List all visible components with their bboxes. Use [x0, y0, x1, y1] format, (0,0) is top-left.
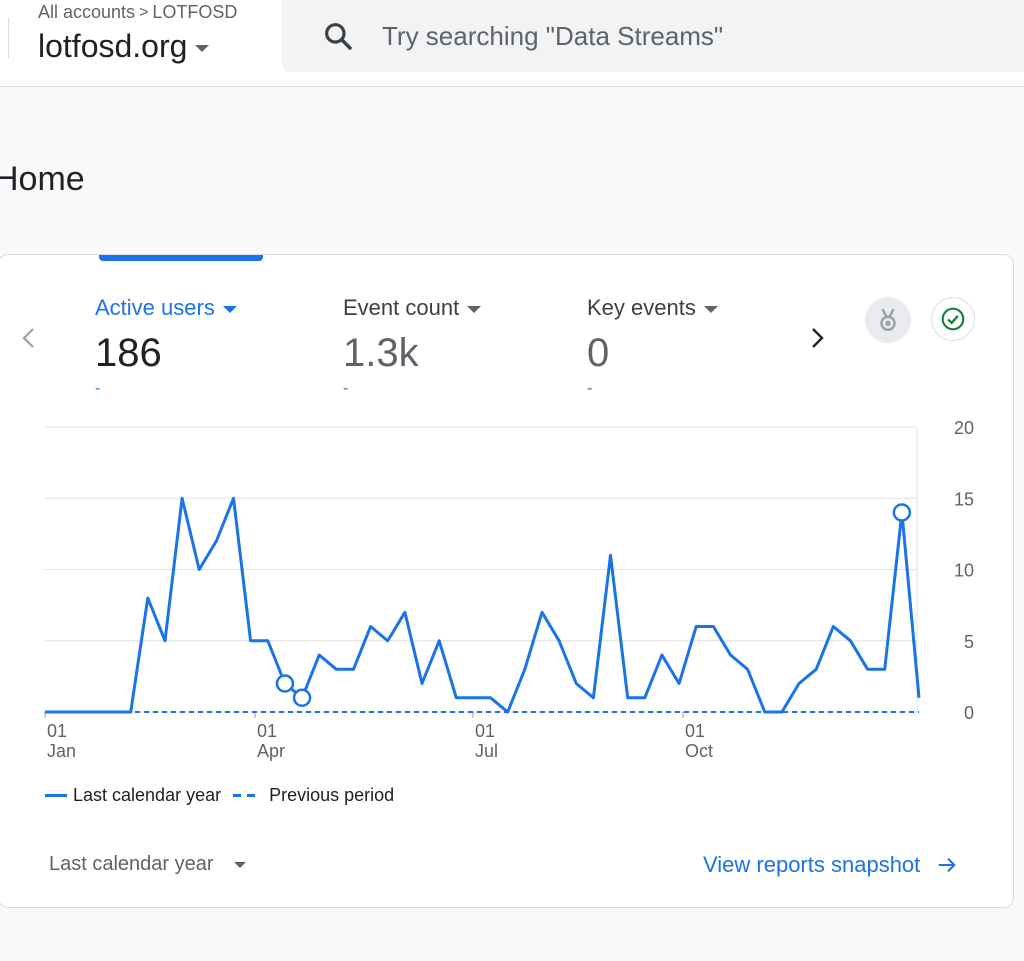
metric-label-text: Active users [95, 295, 215, 320]
y-tick-label: 20 [954, 418, 974, 438]
search-input[interactable] [380, 19, 984, 53]
current-period-line [45, 496, 921, 714]
metric-label-text: Event count [343, 295, 460, 320]
x-tick-label-month: Jan [47, 741, 76, 761]
metric-label: Key events [587, 295, 718, 321]
metric-change: - [587, 380, 593, 397]
chevron-left-icon[interactable] [17, 323, 41, 353]
y-tick-label: 10 [954, 561, 974, 581]
metric-label: Event count [343, 295, 482, 321]
legend-previous: Previous period [269, 785, 395, 805]
legend-swatch-solid [45, 794, 67, 797]
x-tick-label-day: 01 [685, 721, 705, 741]
caret-down-icon [195, 45, 210, 52]
search-bar[interactable] [282, 0, 1024, 72]
medal-icon[interactable] [865, 297, 911, 343]
search-icon [325, 23, 352, 50]
caret-down-icon [703, 305, 718, 313]
metric-active-users[interactable]: Active users 186 - [95, 295, 237, 398]
chart-legend: Last calendar year Previous period [45, 785, 394, 806]
metric-change: - [343, 380, 349, 397]
view-reports-snapshot-link[interactable]: View reports snapshot [703, 852, 958, 878]
metric-value: 186 [95, 331, 162, 375]
medal-glyph-icon [880, 308, 896, 331]
page-title: Home [0, 160, 85, 198]
caret-down-icon [467, 305, 482, 313]
breadcrumb-all-accounts[interactable]: All accounts [38, 2, 136, 22]
metric-key-events[interactable]: Key events 0 - [587, 295, 718, 398]
x-tick-label-day: 01 [47, 721, 67, 741]
x-tick-label-month: Jul [475, 741, 498, 761]
snapshot-link-label: View reports snapshot [703, 852, 921, 877]
metric-event-count[interactable]: Event count 1.3k - [343, 295, 482, 398]
metric-label: Active users [95, 295, 237, 321]
header-divider [8, 18, 9, 58]
caret-down-icon [222, 305, 237, 313]
y-tick-label: 15 [954, 489, 974, 509]
metric-value: 1.3k [343, 331, 419, 375]
legend-current: Last calendar year [73, 785, 222, 805]
metric-label-text: Key events [587, 295, 696, 320]
top-header: All accounts > LOTFOSD lotfosd.org [0, 0, 1024, 87]
x-tick-label-day: 01 [475, 721, 495, 741]
data-point-marker [892, 503, 912, 522]
breadcrumb-account[interactable]: LOTFOSD [152, 2, 238, 22]
property-selector[interactable]: lotfosd.org [38, 28, 210, 65]
data-point-marker [292, 688, 312, 707]
x-tick-label-month: Apr [257, 741, 285, 761]
check-circle-icon[interactable] [931, 297, 975, 341]
y-tick-label: 0 [964, 703, 974, 723]
breadcrumb: All accounts > LOTFOSD [38, 2, 237, 23]
arrow-right-icon [939, 857, 957, 873]
date-range-selector[interactable]: Last calendar year [49, 853, 246, 876]
metric-value: 0 [587, 331, 610, 375]
x-tick-label-day: 01 [257, 721, 277, 741]
date-range-label: Last calendar year [49, 853, 214, 875]
breadcrumb-separator-icon: > [139, 3, 149, 21]
chevron-right-icon[interactable] [805, 323, 829, 353]
overview-card: Active users 186 - Event count 1.3k - Ke… [0, 254, 1014, 908]
y-tick-label: 5 [964, 632, 974, 652]
metric-change: - [95, 380, 101, 397]
caret-down-icon [233, 861, 246, 868]
check-glyph-icon [941, 307, 965, 331]
property-name: lotfosd.org [38, 28, 188, 64]
tab-indicator [99, 255, 263, 261]
legend-swatch-dashed [233, 794, 256, 797]
data-point-marker [275, 674, 295, 693]
x-tick-label-month: Oct [685, 741, 713, 761]
